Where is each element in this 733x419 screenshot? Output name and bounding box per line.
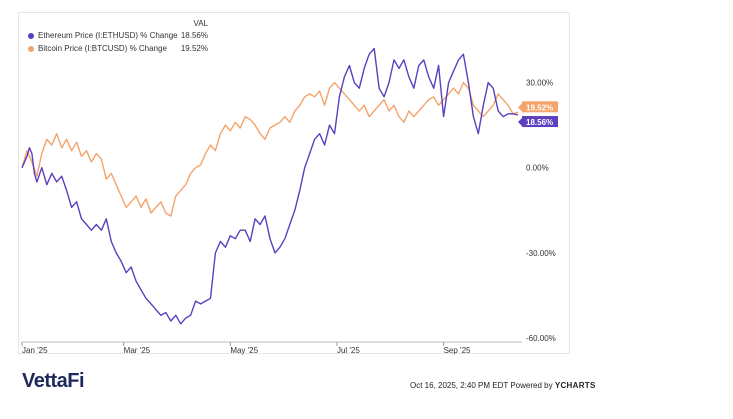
end-label-pointer [518, 118, 522, 127]
end-label-box [522, 101, 558, 113]
end-label-box [522, 116, 558, 128]
btc-dot-icon [28, 45, 34, 52]
end-label-pointer [518, 103, 522, 112]
bitcoin-series-line [21, 81, 519, 217]
end-label-text: 18.56% [526, 118, 553, 127]
vettafi-logo: VettaFi [22, 370, 85, 392]
footer-timestamp: Oct 16, 2025, 2:40 PM EDT Powered by [410, 381, 553, 390]
y-tick-label: 30.00% [526, 79, 553, 88]
x-tick-label: Jan '25 [22, 346, 48, 355]
y-tick-label: -60.00% [526, 334, 556, 343]
ethereum-series-line [21, 47, 519, 325]
x-tick-label: Mar '25 [124, 346, 151, 355]
y-tick-label: 0.00% [526, 164, 549, 173]
legend-header-row: VAL [28, 17, 208, 29]
legend-value: 18.56% [180, 31, 208, 40]
legend-label: Ethereum Price (I:ETHUSD) % Change [38, 31, 178, 40]
end-label-text: 19.52% [526, 103, 553, 112]
legend-item-ethereum[interactable]: Ethereum Price (I:ETHUSD) % Change 18.56… [28, 29, 208, 42]
chart-frame [18, 12, 570, 354]
legend-header-val: VAL [193, 18, 208, 28]
x-tick-label: Sep '25 [444, 346, 471, 355]
ycharts-brand[interactable]: YCHARTS [554, 381, 596, 390]
x-tick-label: May '25 [230, 346, 258, 355]
footer-credit: Oct 16, 2025, 2:40 PM EDT Powered by YCH… [410, 381, 596, 390]
y-tick-label: -30.00% [526, 249, 556, 258]
x-tick-label: Jul '25 [337, 346, 360, 355]
legend-value: 19.52% [180, 44, 208, 53]
legend: VAL Ethereum Price (I:ETHUSD) % Change 1… [28, 17, 208, 55]
legend-label: Bitcoin Price (I:BTCUSD) % Change [38, 44, 167, 53]
legend-item-bitcoin[interactable]: Bitcoin Price (I:BTCUSD) % Change 19.52% [28, 42, 208, 55]
eth-dot-icon [28, 32, 34, 39]
